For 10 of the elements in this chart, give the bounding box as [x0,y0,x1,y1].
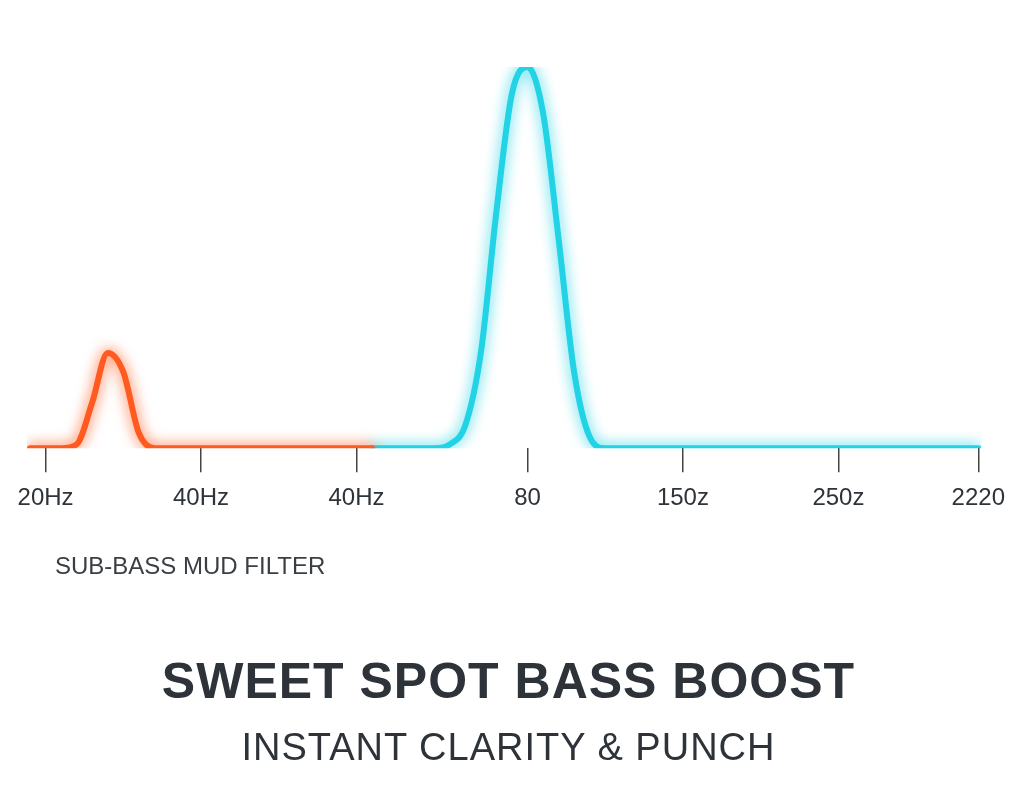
text: INSTANT CLARITY & PUNCH [240,726,777,769]
x-tick-label: 250z [812,483,865,511]
x-tick-label: 20Hz [17,483,74,511]
text: SWEET SPOT BASS BOOST [160,652,857,710]
x-tick-label: 80 [514,483,541,511]
x-tick-label: 40Hz [172,483,230,511]
x-tick-label: 40Hz [328,483,385,511]
x-tick-label: 2220 [951,483,1005,511]
x-tick-label: 150z [656,483,709,511]
text: SUB-BASS MUD FILTER [55,552,326,580]
